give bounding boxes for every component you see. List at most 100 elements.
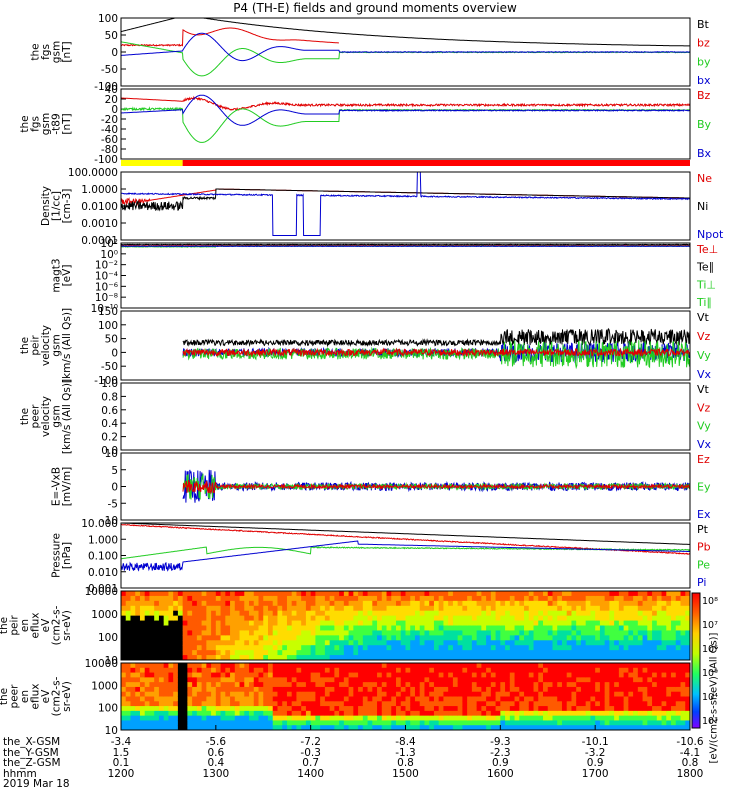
spectrogram-cell [476,595,482,602]
colorbar-tick-label: 10⁸ [702,596,718,607]
spectrogram-cell [642,635,648,641]
spectrogram-cell [206,663,212,669]
spectrogram-cell [623,610,629,617]
spectrogram-cell [419,663,425,669]
spectrogram-cell [599,706,606,712]
spectrogram-cell [481,710,487,717]
spectrogram-cell [452,706,459,712]
spectrogram-cell [652,600,658,607]
spectrogram-cell [343,655,350,661]
spectrogram-cell [671,655,677,661]
spectrogram-cell [628,655,634,661]
spectrogram-cell [490,655,497,661]
spectrogram-cell [471,630,478,636]
spectrogram-cell [467,701,473,707]
panel-3: Density[1/cc][cm-3]100.00001.00000.01000… [40,167,724,247]
spectrogram-cell [396,640,402,646]
spectrogram-cell [211,686,217,693]
spectrogram-cell [680,715,686,721]
spectrogram-cell [173,667,179,674]
ylabel-line: en [19,619,31,632]
spectrogram-cell [272,667,278,674]
spectrogram-cell [362,663,369,669]
spectrogram-cell [230,610,236,617]
spectrogram-cell [452,715,459,721]
spectrogram-cell [514,691,520,697]
spectrogram-cell [424,725,430,731]
spectrogram-cell [476,655,482,661]
spectrogram-cell [557,620,563,626]
spectrogram-cell [533,610,539,617]
y-tick-label: -50 [101,64,118,76]
spectrogram-cell [149,635,155,641]
spectrogram-cell [391,696,397,702]
spectrogram-cell [324,595,331,602]
spectrogram-cell [514,600,520,607]
spectrogram-cell [514,710,520,717]
spectrogram-cell [315,715,321,721]
spectrogram-cell [433,600,440,607]
spectrogram-cell [490,645,497,651]
spectrogram-cell [623,615,629,622]
spectrogram-cell [168,677,174,683]
spectrogram-cell [253,605,260,612]
spectrogram-cell [121,686,127,693]
spectrogram-cell [125,696,131,702]
spectrogram-cell [433,635,440,641]
spectrogram-cell [201,645,207,651]
spectrogram-cell [538,610,544,617]
spectrogram-cell [296,686,302,693]
spectrogram-cell [429,650,435,656]
spectrogram-cell [666,677,672,683]
spectrogram-cell [614,605,620,612]
spectrogram-cell [329,630,335,636]
spectrogram-cell [476,706,482,712]
spectrogram-cell [433,655,440,661]
legend-vt: Vt [697,311,710,324]
spectrogram-cell [680,720,686,726]
spectrogram-cell [547,710,553,717]
spectrogram-cell [557,615,563,622]
spectrogram-cell [675,650,682,656]
spectrogram-cell [604,620,610,626]
spectrogram-cell [173,706,179,712]
spectrogram-cell [215,600,222,607]
spectrogram-cell [353,615,359,622]
spectrogram-cell [173,696,179,702]
spectrogram-cell [433,667,440,674]
spectrogram-cell [652,595,658,602]
spectrogram-cell [130,655,136,661]
spectrogram-cell [396,625,402,631]
spectrogram-cell [652,686,658,693]
spectrogram-cell [396,635,402,641]
spectrogram-cell [315,701,321,707]
spectrogram-cell [258,605,264,612]
y-tick-label: 5 [111,465,118,477]
spectrogram-cell [661,600,667,607]
spectrogram-cell [291,710,297,717]
spectrogram-cell [258,615,264,622]
spectrogram-cell [680,625,686,631]
spectrogram-cell [277,615,283,622]
y-tick-label: 1.000 [88,534,118,546]
ylabel-line: gsm [51,405,63,427]
spectrogram-cell [438,710,444,717]
spectrogram-cell [320,625,326,631]
spectrogram-cell [514,677,520,683]
spectrogram-cell [457,655,463,661]
spectrogram-cell [263,677,269,683]
spectrogram-cell [571,645,577,651]
spectrogram-cell [590,682,596,688]
spectrogram-cell [633,701,639,707]
spectrogram-cell [671,635,677,641]
spectrogram-cell [656,725,663,731]
ephemeris-value: -9.3 [490,736,511,748]
ylabel-line: [eV] [61,265,73,287]
spectrogram-cell [547,625,553,631]
spectrogram-cell [481,682,487,688]
spectrogram-cell [538,663,544,669]
spectrogram-cell [429,672,435,678]
spectrogram-cell [329,595,335,602]
